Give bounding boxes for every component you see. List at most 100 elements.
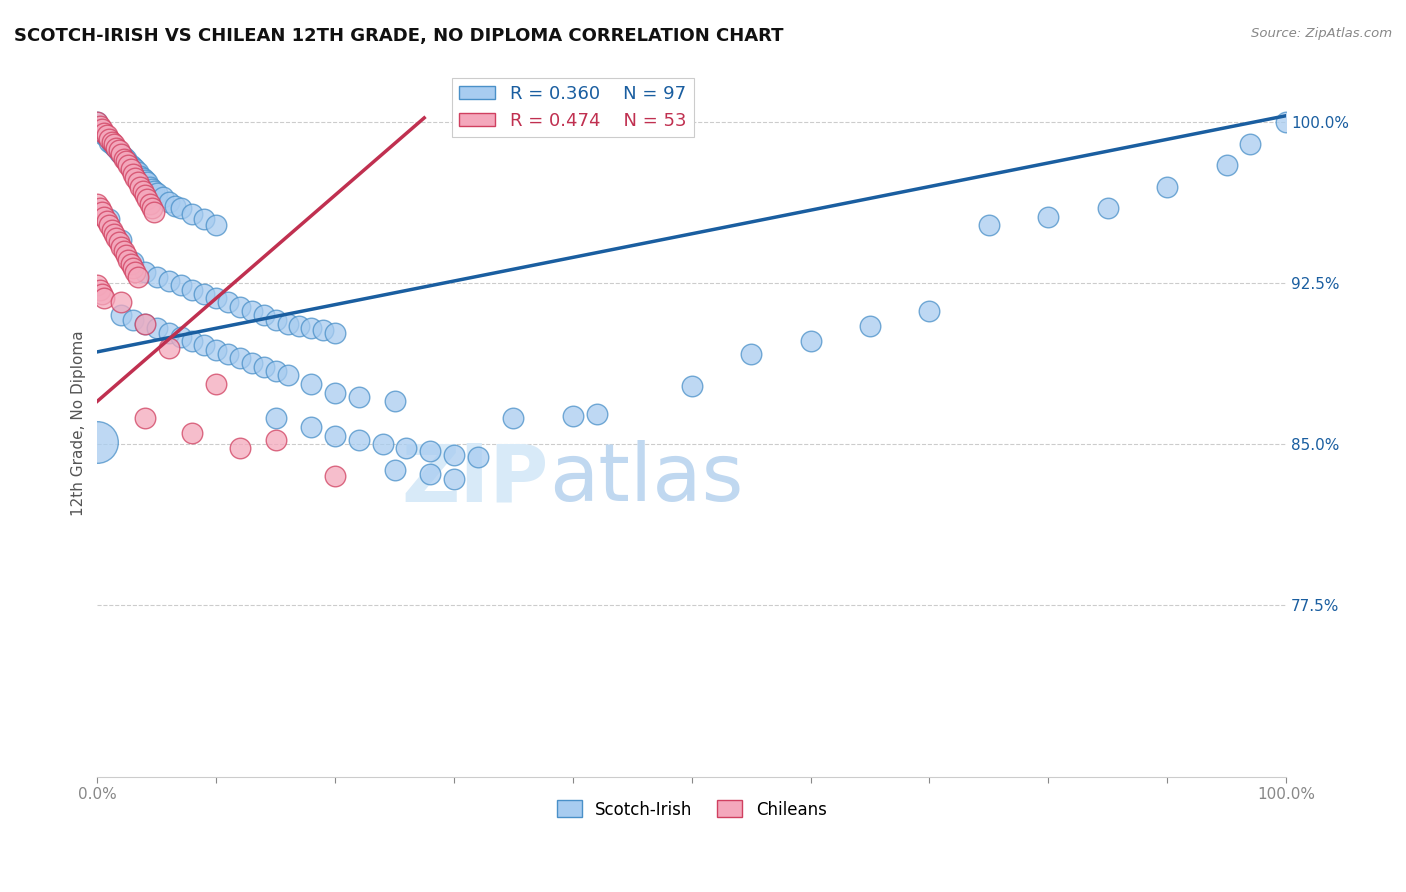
Point <box>117 252 139 267</box>
Point <box>205 343 228 357</box>
Point <box>253 309 276 323</box>
Point <box>93 210 115 224</box>
Point <box>91 205 114 219</box>
Point <box>181 207 204 221</box>
Point <box>129 169 152 183</box>
Point <box>181 334 204 348</box>
Point <box>181 426 204 441</box>
Point <box>93 126 115 140</box>
Text: ZIP: ZIP <box>402 441 548 518</box>
Point <box>98 135 121 149</box>
Point <box>138 196 160 211</box>
Point <box>86 278 108 293</box>
Point <box>240 304 263 318</box>
Point <box>134 411 156 425</box>
Point <box>163 199 186 213</box>
Point <box>138 179 160 194</box>
Point <box>112 152 135 166</box>
Point <box>103 227 125 241</box>
Point <box>105 141 128 155</box>
Point <box>146 321 169 335</box>
Point <box>120 162 142 177</box>
Point <box>100 136 122 151</box>
Point <box>89 120 111 134</box>
Point <box>136 175 159 189</box>
Point <box>131 171 153 186</box>
Point <box>169 201 191 215</box>
Point <box>264 312 287 326</box>
Point <box>217 347 239 361</box>
Point <box>129 179 152 194</box>
Point <box>110 295 132 310</box>
Legend: Scotch-Irish, Chileans: Scotch-Irish, Chileans <box>550 794 834 825</box>
Point <box>110 309 132 323</box>
Point <box>143 184 166 198</box>
Point <box>100 135 122 149</box>
Point <box>264 364 287 378</box>
Point <box>157 274 180 288</box>
Point <box>799 334 821 348</box>
Point <box>146 186 169 200</box>
Point <box>105 231 128 245</box>
Text: SCOTCH-IRISH VS CHILEAN 12TH GRADE, NO DIPLOMA CORRELATION CHART: SCOTCH-IRISH VS CHILEAN 12TH GRADE, NO D… <box>14 27 783 45</box>
Point <box>136 193 159 207</box>
Point <box>977 218 1000 232</box>
Point <box>93 128 115 142</box>
Point <box>107 235 129 250</box>
Point <box>502 411 524 425</box>
Point <box>1239 136 1261 151</box>
Point <box>96 130 118 145</box>
Point <box>169 278 191 293</box>
Point <box>443 448 465 462</box>
Point <box>141 182 163 196</box>
Point <box>134 317 156 331</box>
Point <box>122 254 145 268</box>
Point <box>169 330 191 344</box>
Point <box>112 244 135 258</box>
Point <box>419 467 441 482</box>
Point <box>193 211 215 226</box>
Point <box>91 286 114 301</box>
Point <box>131 184 153 198</box>
Point <box>443 471 465 485</box>
Point <box>115 152 138 166</box>
Point <box>384 463 406 477</box>
Point <box>157 341 180 355</box>
Point <box>193 338 215 352</box>
Point <box>86 435 108 450</box>
Point <box>110 240 132 254</box>
Point <box>467 450 489 464</box>
Point <box>134 173 156 187</box>
Point <box>86 196 108 211</box>
Point <box>98 211 121 226</box>
Point <box>107 145 129 160</box>
Point <box>124 171 146 186</box>
Point <box>299 420 322 434</box>
Point <box>264 411 287 425</box>
Point <box>205 377 228 392</box>
Point <box>122 312 145 326</box>
Point <box>152 190 174 204</box>
Point <box>299 321 322 335</box>
Text: atlas: atlas <box>548 441 744 518</box>
Point <box>681 379 703 393</box>
Point <box>117 156 139 170</box>
Point <box>117 158 139 172</box>
Point <box>299 377 322 392</box>
Point <box>107 143 129 157</box>
Point <box>859 319 882 334</box>
Point <box>1097 201 1119 215</box>
Point <box>918 304 941 318</box>
Point <box>93 291 115 305</box>
Point <box>585 407 607 421</box>
Point <box>217 295 239 310</box>
Y-axis label: 12th Grade, No Diploma: 12th Grade, No Diploma <box>72 330 86 516</box>
Point <box>105 141 128 155</box>
Point <box>347 433 370 447</box>
Point <box>124 162 146 177</box>
Point <box>134 188 156 202</box>
Point <box>146 269 169 284</box>
Point <box>100 222 122 236</box>
Point <box>122 167 145 181</box>
Point <box>134 317 156 331</box>
